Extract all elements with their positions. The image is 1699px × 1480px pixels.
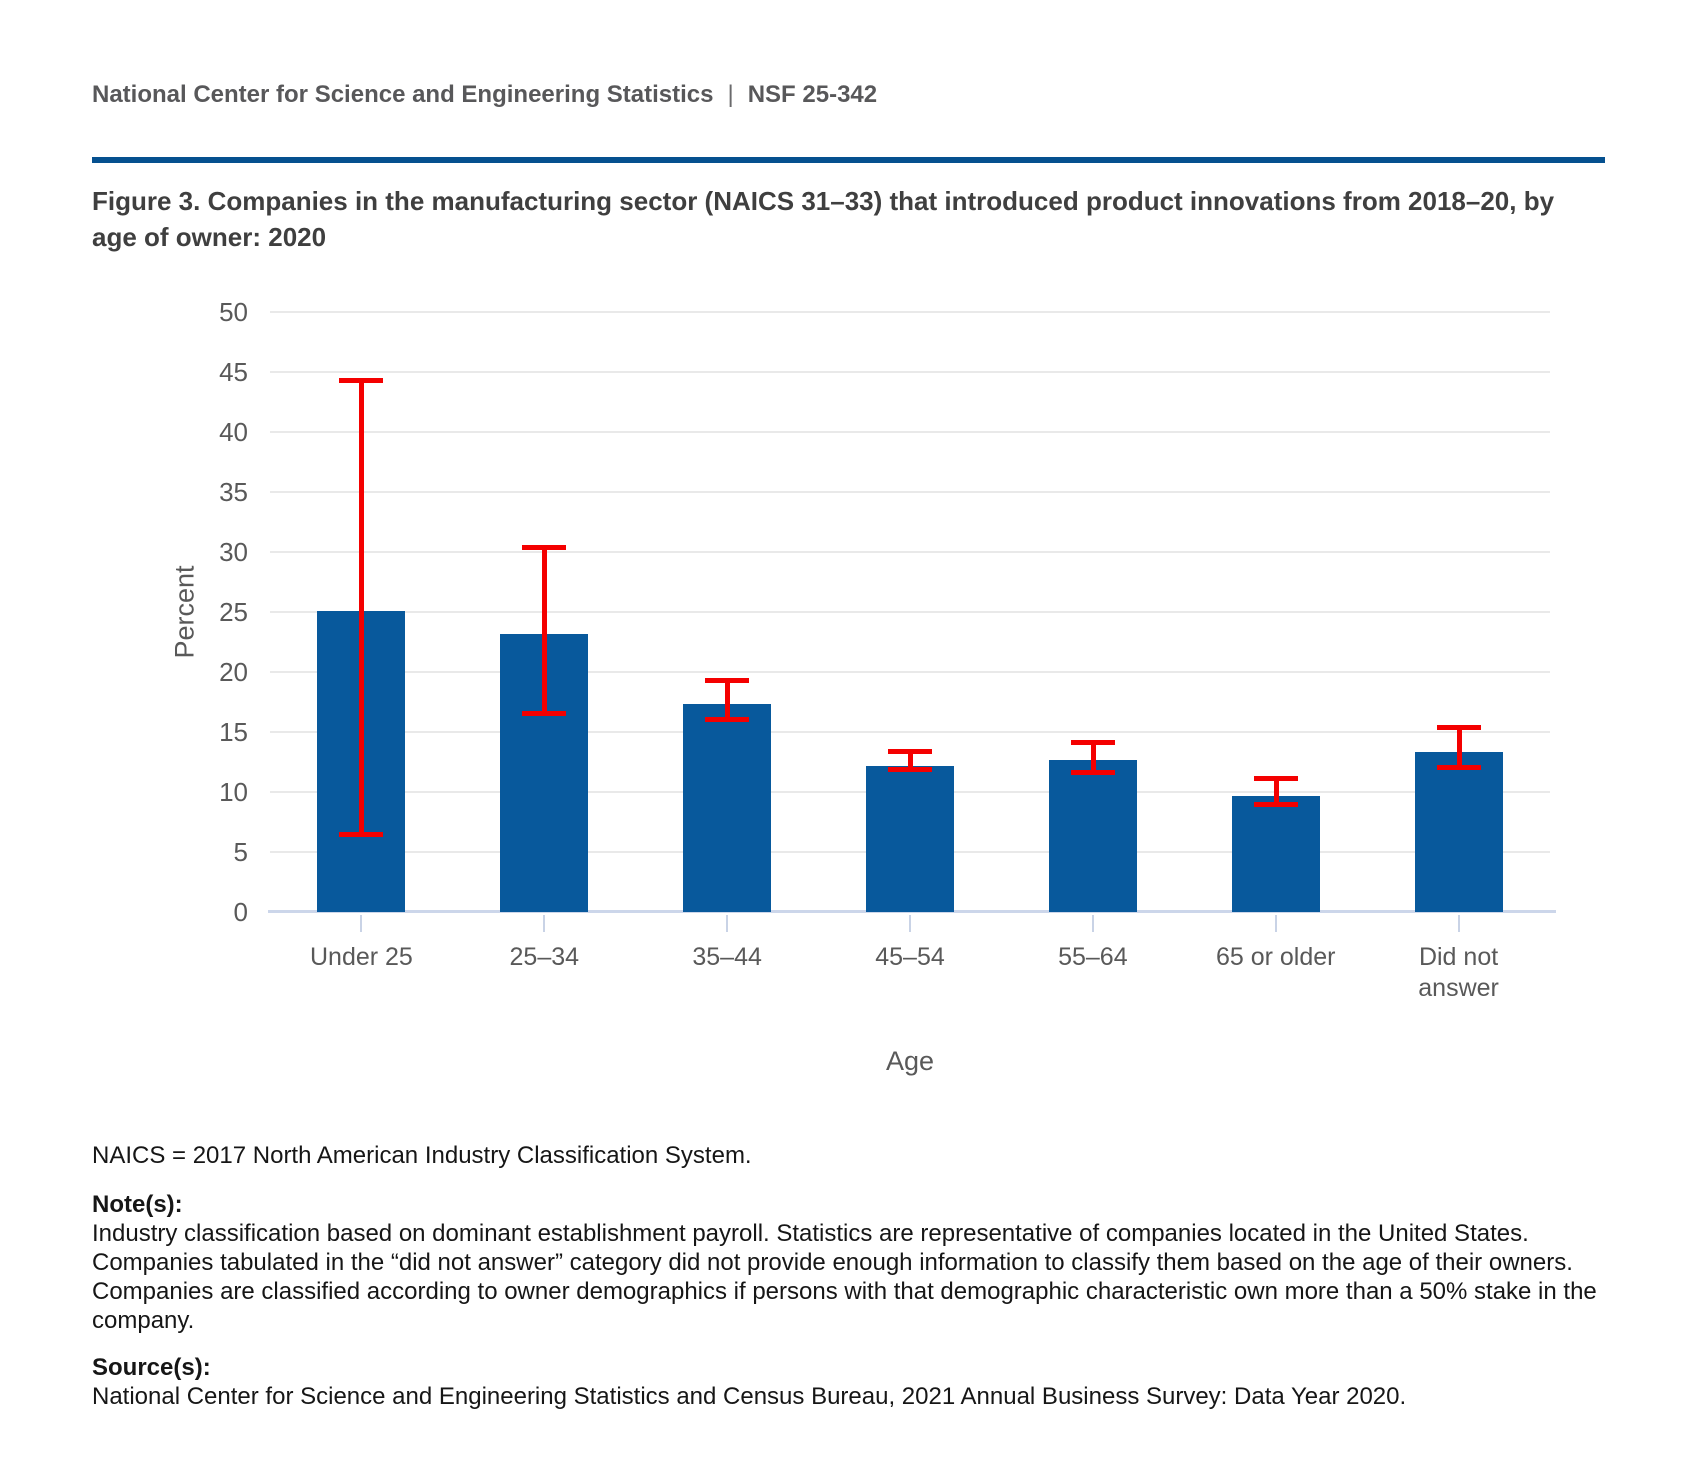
y-tick-label: 45 xyxy=(219,357,248,387)
x-tick-mark xyxy=(1457,915,1460,932)
y-tick-label: 50 xyxy=(219,297,248,327)
error-bar xyxy=(725,680,731,720)
error-bar xyxy=(1090,741,1096,773)
y-tick-label: 20 xyxy=(219,657,248,687)
y-tick-label: 35 xyxy=(219,477,248,507)
error-bar-cap-bottom xyxy=(1070,769,1115,775)
gridline xyxy=(270,371,1550,373)
error-bar-cap-bottom xyxy=(522,711,567,716)
bar xyxy=(1231,795,1320,912)
error-bar xyxy=(1273,777,1279,806)
error-bar-cap-bottom xyxy=(705,717,750,722)
x-tick-mark xyxy=(360,915,363,932)
y-tick-label: 30 xyxy=(219,537,248,567)
bar xyxy=(866,765,954,912)
error-bar-cap-top xyxy=(1070,739,1115,745)
error-bar-cap-top xyxy=(1436,725,1481,731)
gridline xyxy=(270,731,1550,733)
gridline xyxy=(270,611,1550,613)
header-org: National Center for Science and Engineer… xyxy=(92,81,714,108)
plot-area xyxy=(268,311,1556,913)
x-tick-label: 45–54 xyxy=(875,943,945,971)
y-tick-label: 0 xyxy=(233,897,248,927)
bar xyxy=(1048,759,1137,912)
naics-definition: NAICS = 2017 North American Industry Cla… xyxy=(92,1142,752,1169)
notes-heading: Note(s): xyxy=(92,1191,183,1218)
x-tick-mark xyxy=(726,915,729,932)
header-separator: | xyxy=(727,81,734,108)
x-tick-label: 25–34 xyxy=(509,943,580,971)
document-header: National Center for Science and Engineer… xyxy=(92,81,877,109)
notes-section: NAICS = 2017 North American Industry Cla… xyxy=(92,1141,1607,1411)
x-tick-label: 35–44 xyxy=(692,943,762,971)
sources-body: National Center for Science and Engineer… xyxy=(92,1383,1407,1410)
x-tick-mark xyxy=(1091,915,1094,932)
y-tick-label: 10 xyxy=(219,777,248,807)
x-tick-label: 65 or older xyxy=(1215,943,1336,971)
y-tick-label: 25 xyxy=(219,597,248,627)
gridline xyxy=(270,551,1550,553)
error-bar-cap-bottom xyxy=(1436,765,1481,770)
x-tick-mark xyxy=(909,915,911,932)
gridline xyxy=(270,311,1550,313)
bar xyxy=(683,704,772,912)
x-tick-label: Under 25 xyxy=(309,943,413,971)
sources-heading: Source(s): xyxy=(92,1354,211,1381)
error-bar-cap-top xyxy=(522,545,567,551)
error-bar-cap-top xyxy=(1253,775,1298,781)
x-tick-label: 55–64 xyxy=(1058,943,1128,971)
error-bar-cap-bottom xyxy=(888,767,932,773)
gridline xyxy=(270,671,1550,673)
header-report-number: NSF 25-342 xyxy=(747,81,878,108)
y-tick-label: 5 xyxy=(233,837,248,867)
error-bar xyxy=(359,380,365,836)
x-tick-label: Did not answer xyxy=(1418,943,1499,1002)
y-tick-label: 15 xyxy=(219,717,248,747)
error-bar xyxy=(542,547,548,714)
y-tick-label: 40 xyxy=(219,417,248,447)
error-bar-cap-top xyxy=(888,749,932,755)
gridline xyxy=(270,491,1550,493)
error-bar-cap-top xyxy=(705,678,750,684)
x-tick-mark xyxy=(1274,915,1277,932)
y-axis: 0 5 10 15 20 25 30 35 40 45 50 xyxy=(0,297,248,927)
error-bar xyxy=(908,751,913,771)
error-bar xyxy=(1456,727,1462,768)
figure-title: Figure 3. Companies in the manufacturing… xyxy=(92,186,1555,252)
x-axis-title: Age xyxy=(885,1046,935,1076)
notes-body: Industry classification based on dominan… xyxy=(92,1220,1597,1334)
error-bar-cap-top xyxy=(339,378,384,384)
header-rule xyxy=(92,157,1605,163)
x-tick-mark xyxy=(543,915,546,932)
x-axis: Under 25 25–34 35–44 45–54 55–64 65 or older D… xyxy=(270,912,1550,1042)
gridline xyxy=(270,431,1550,433)
error-bar-cap-bottom xyxy=(339,832,384,838)
bar xyxy=(1414,752,1503,912)
error-bar-cap-bottom xyxy=(1253,802,1298,808)
